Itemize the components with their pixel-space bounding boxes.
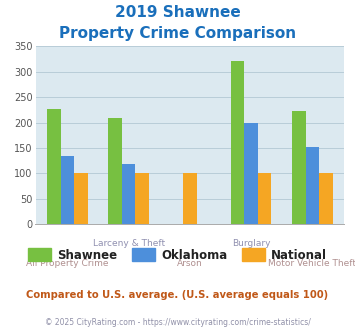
Text: Larceny & Theft: Larceny & Theft	[93, 239, 165, 248]
Bar	[108, 118, 122, 224]
Bar	[135, 174, 149, 224]
Bar	[74, 174, 88, 224]
Bar	[231, 61, 245, 224]
Text: Burglary: Burglary	[232, 239, 271, 248]
Bar	[292, 111, 306, 224]
Text: All Property Crime: All Property Crime	[26, 259, 109, 268]
Bar	[306, 147, 319, 224]
Text: Arson: Arson	[177, 259, 203, 268]
Text: Motor Vehicle Theft: Motor Vehicle Theft	[268, 259, 355, 268]
Legend: Shawnee, Oklahoma, National: Shawnee, Oklahoma, National	[23, 244, 332, 266]
Bar	[182, 174, 197, 224]
Text: Compared to U.S. average. (U.S. average equals 100): Compared to U.S. average. (U.S. average …	[26, 290, 329, 300]
Text: © 2025 CityRating.com - https://www.cityrating.com/crime-statistics/: © 2025 CityRating.com - https://www.city…	[45, 318, 310, 327]
Bar	[61, 156, 74, 224]
Bar	[122, 164, 135, 224]
Bar	[258, 174, 272, 224]
Bar	[245, 123, 258, 224]
Bar	[319, 174, 333, 224]
Text: Property Crime Comparison: Property Crime Comparison	[59, 26, 296, 41]
Text: 2019 Shawnee: 2019 Shawnee	[115, 5, 240, 20]
Bar	[47, 109, 61, 224]
